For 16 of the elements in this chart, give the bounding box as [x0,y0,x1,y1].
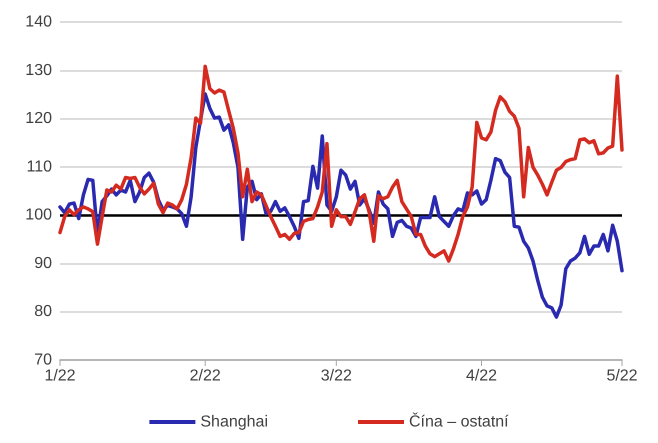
y-tick-label: 120 [25,110,52,128]
y-tick-label: 80 [34,303,52,320]
legend-label: Čína – ostatní [409,412,510,430]
y-tick-label: 140 [25,14,52,30]
line-series [58,64,624,263]
x-tick-label: 2/22 [190,368,221,384]
y-tick-label: 100 [25,206,52,224]
y-tick-label: 90 [34,254,52,272]
legend-label: Shanghai [200,414,268,430]
x-tick-label: 1/22 [44,368,76,384]
y-tick-label: 130 [25,62,52,79]
x-tick-label: 4/22 [466,368,498,384]
y-tick-label: 110 [26,158,52,176]
x-tick-label: 3/22 [320,368,352,384]
x-tick-label: 5/22 [606,368,638,384]
y-tick-label: 70 [34,352,52,368]
